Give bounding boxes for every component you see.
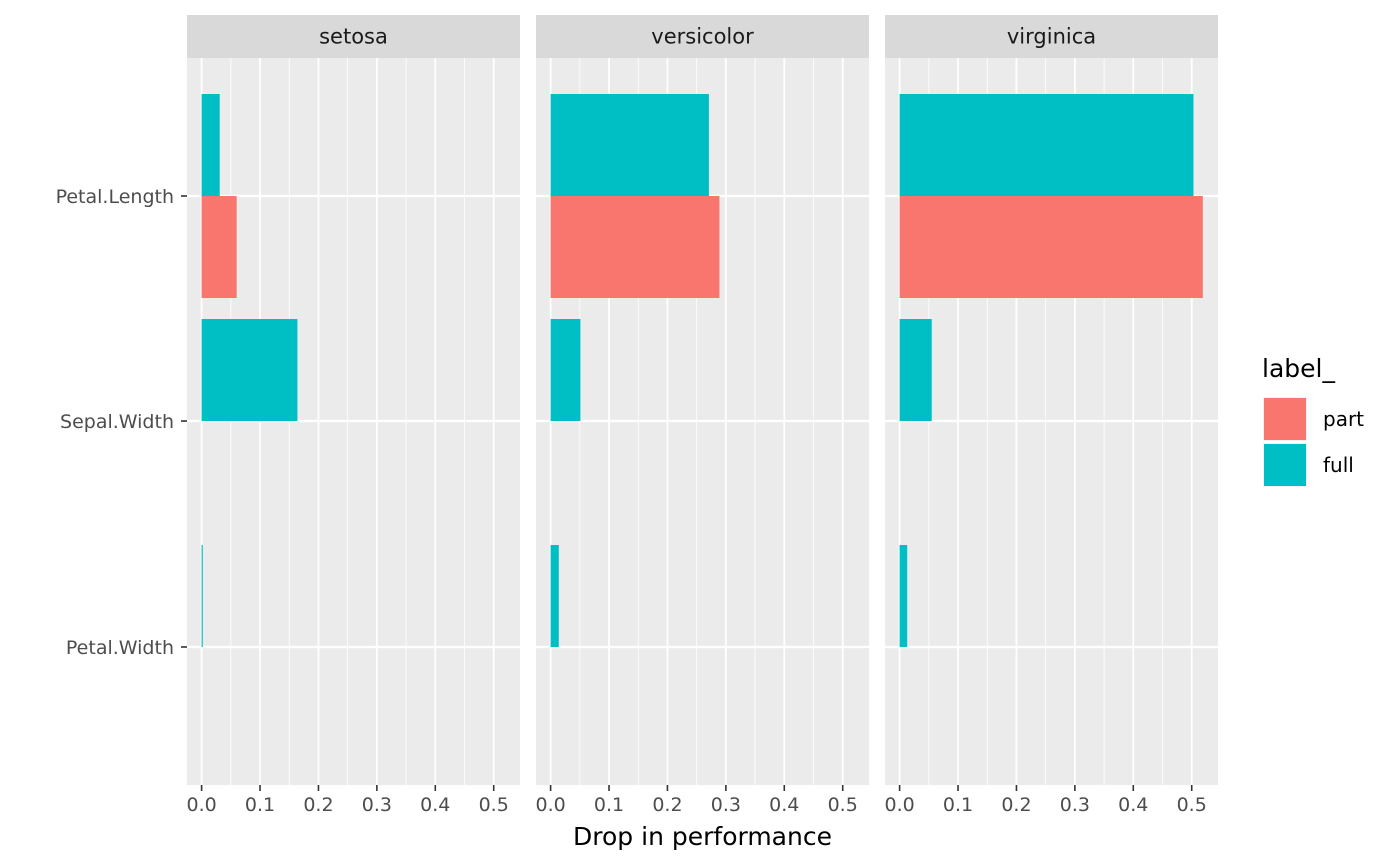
x-tick-label: 0.5 [1177,794,1207,816]
x-tick-label: 0.0 [186,794,216,816]
x-tick-label: 0.4 [769,794,799,816]
x-tick-label: 0.4 [420,794,450,816]
facet-strip-label: virginica [1007,25,1096,49]
legend-label-full: full [1323,453,1354,477]
x-tick-label: 0.5 [479,794,509,816]
bar-full-Sepal.Width [899,319,932,421]
x-tick-label: 0.3 [362,794,392,816]
x-tick-label: 0.3 [1060,794,1090,816]
facet-strip [536,15,869,58]
bar-full-Sepal.Width [550,319,581,421]
bar-full-Petal.Length [550,94,709,196]
y-tick-label: Sepal.Width [60,411,174,433]
facet-strip [187,15,520,58]
facet-panel-virginica: virginica 0.0 0.1 0.2 0.3 0.4 0.5 [884,15,1218,816]
facet-strip [885,15,1218,58]
facet-panel-setosa: setosa 0.0 0.1 0.2 0.3 0.4 0.5 [186,15,520,816]
legend-label-part: part [1323,407,1364,431]
bar-full-Petal.Width [550,545,559,647]
x-tick-label: 0.1 [594,794,624,816]
bar-full-Petal.Width [899,545,908,647]
x-tick-label: 0.2 [652,794,682,816]
legend-swatch-part [1264,398,1306,440]
bar-part-Petal.Length [899,196,1203,298]
facet-strip-label: setosa [319,25,388,49]
legend-swatch-full [1264,444,1306,486]
x-tick-label: 0.2 [1001,794,1031,816]
x-tick-label: 0.5 [828,794,858,816]
bar-part-Petal.Length [550,196,720,298]
x-tick-label: 0.3 [711,794,741,816]
bar-part-Petal.Length [201,196,237,298]
bar-full-Sepal.Width [201,319,298,421]
legend: label_part full [1262,354,1364,487]
x-tick-label: 0.0 [535,794,565,816]
x-tick-label: 0.1 [245,794,275,816]
y-tick-label: Petal.Length [56,186,174,208]
x-tick-label: 0.4 [1118,794,1148,816]
legend-title: label_ [1262,354,1335,383]
y-tick-label: Petal.Width [66,637,174,659]
x-tick-label: 0.2 [303,794,333,816]
x-tick-label: 0.0 [884,794,914,816]
facet-strip-label: versicolor [651,25,754,49]
x-axis-title: Drop in performance [573,822,832,851]
x-tick-label: 0.1 [943,794,973,816]
facet-panel-versicolor: versicolor 0.0 0.1 0.2 0.3 0.4 0.5 [535,15,869,816]
bar-full-Petal.Length [201,94,220,196]
bar-full-Petal.Length [899,94,1194,196]
bar-full-Petal.Width [201,545,203,647]
